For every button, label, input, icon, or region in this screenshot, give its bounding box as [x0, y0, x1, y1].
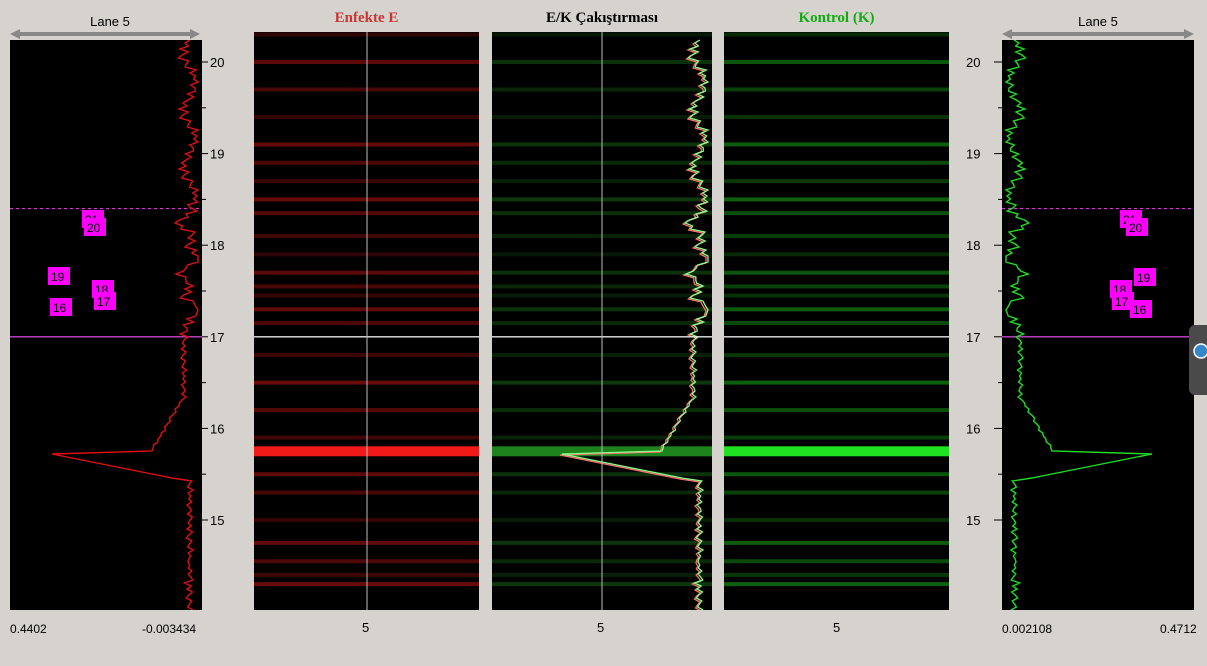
gel-band — [724, 572, 949, 577]
right-max-label: 0.4712 — [1160, 622, 1197, 636]
infected-lane[interactable] — [254, 32, 479, 610]
profile-line — [51, 40, 200, 610]
peak-marker-label: 17 — [1115, 295, 1129, 309]
gel-band — [724, 540, 949, 545]
peak-marker — [84, 218, 106, 236]
left-range-arrow[interactable] — [10, 29, 200, 39]
right-min-label: 0.002108 — [1002, 622, 1053, 636]
left-lane-title: Lane 5 — [90, 14, 130, 29]
y-tick-label: 17 — [210, 330, 224, 345]
gel-band — [724, 435, 949, 440]
gel-band — [724, 559, 949, 564]
peak-marker-label: 16 — [1133, 303, 1147, 317]
peak-marker-label: 19 — [1137, 271, 1151, 285]
right-lane-title: Lane 5 — [1078, 14, 1118, 29]
right-range-arrow[interactable] — [1002, 29, 1194, 39]
gel-band — [724, 142, 949, 147]
gel-band — [724, 582, 949, 587]
y-tick-label: 18 — [210, 238, 224, 253]
peak-marker — [1134, 268, 1156, 286]
overlay-control-line — [561, 39, 710, 610]
peak-marker-label: 20 — [87, 221, 101, 235]
gel-band — [724, 321, 949, 326]
gel-band — [724, 307, 949, 312]
gel-band — [724, 284, 949, 289]
gel-band — [724, 197, 949, 202]
peak-marker-label: 17 — [97, 295, 111, 309]
gel-band — [724, 252, 949, 257]
y-tick-label: 16 — [210, 421, 224, 436]
left-profile-plot[interactable]: 212019181716 — [10, 40, 202, 610]
control-lane-label: 5 — [833, 620, 841, 635]
gel-band — [724, 234, 949, 239]
gel-band — [724, 446, 949, 457]
left-profile-svg: 212019181716 — [10, 40, 202, 610]
gel-band — [724, 518, 949, 522]
peak-marker — [48, 267, 70, 285]
left-min-label: 0.4402 — [10, 622, 47, 636]
infected-lane-label: 5 — [362, 620, 370, 635]
peak-marker — [1130, 300, 1152, 318]
profile-line — [1004, 40, 1153, 610]
gel-band — [724, 87, 949, 92]
y-tick-label: 20 — [966, 55, 980, 70]
header-overlay: E/K Çakıştırması — [545, 10, 659, 26]
peak-marker-label: 16 — [53, 301, 67, 315]
y-tick-label: 15 — [966, 513, 980, 528]
left-y-axis: 20 19 18 17 16 15 — [202, 40, 242, 610]
gel-band — [724, 160, 949, 165]
y-tick-label: 17 — [966, 330, 980, 345]
peak-marker — [1126, 218, 1148, 236]
y-tick-label: 16 — [966, 421, 980, 436]
overlay-lane[interactable] — [492, 32, 712, 610]
peak-marker-label: 19 — [51, 270, 65, 284]
gel-band — [724, 270, 949, 275]
gel-band — [724, 32, 949, 37]
gel-band — [724, 353, 949, 358]
right-y-axis: 20 19 18 17 16 15 — [960, 40, 1002, 610]
gel-band — [724, 60, 949, 64]
right-profile-svg: 212019181716 — [1002, 40, 1194, 610]
right-profile-plot[interactable]: 212019181716 — [1002, 40, 1194, 610]
y-tick-label: 19 — [210, 147, 224, 162]
gel-band — [724, 179, 949, 184]
control-lane[interactable] — [724, 32, 949, 610]
left-max-label: -0.003434 — [142, 622, 197, 636]
peak-marker — [1112, 292, 1134, 310]
gel-band — [724, 380, 949, 385]
gel-band — [724, 408, 949, 413]
peak-marker — [94, 292, 116, 310]
overlay-lane-label: 5 — [597, 620, 605, 635]
gel-band — [724, 490, 949, 495]
gel-band — [724, 472, 949, 477]
y-tick-label: 19 — [966, 147, 980, 162]
y-tick-label: 18 — [966, 238, 980, 253]
overlay-infected-line — [559, 40, 708, 610]
header-control: Kontrol (K) — [798, 10, 875, 26]
gel-band — [724, 211, 949, 216]
header-infected: Enfekte E — [334, 10, 399, 26]
y-tick-label: 15 — [210, 513, 224, 528]
peak-marker-label: 20 — [1129, 221, 1143, 235]
gel-band — [724, 293, 949, 298]
peak-marker — [50, 298, 72, 316]
gel-band — [724, 114, 949, 119]
side-panel-handle[interactable] — [1189, 325, 1207, 395]
y-tick-label: 20 — [210, 55, 224, 70]
